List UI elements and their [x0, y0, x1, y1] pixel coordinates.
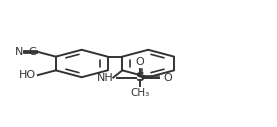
Text: C: C — [29, 47, 37, 57]
Text: S: S — [135, 71, 144, 84]
Text: O: O — [135, 57, 144, 67]
Text: HO: HO — [19, 70, 37, 80]
Text: N: N — [15, 47, 23, 57]
Text: NH: NH — [96, 73, 113, 83]
Text: CH₃: CH₃ — [130, 88, 149, 98]
Text: O: O — [163, 73, 172, 83]
